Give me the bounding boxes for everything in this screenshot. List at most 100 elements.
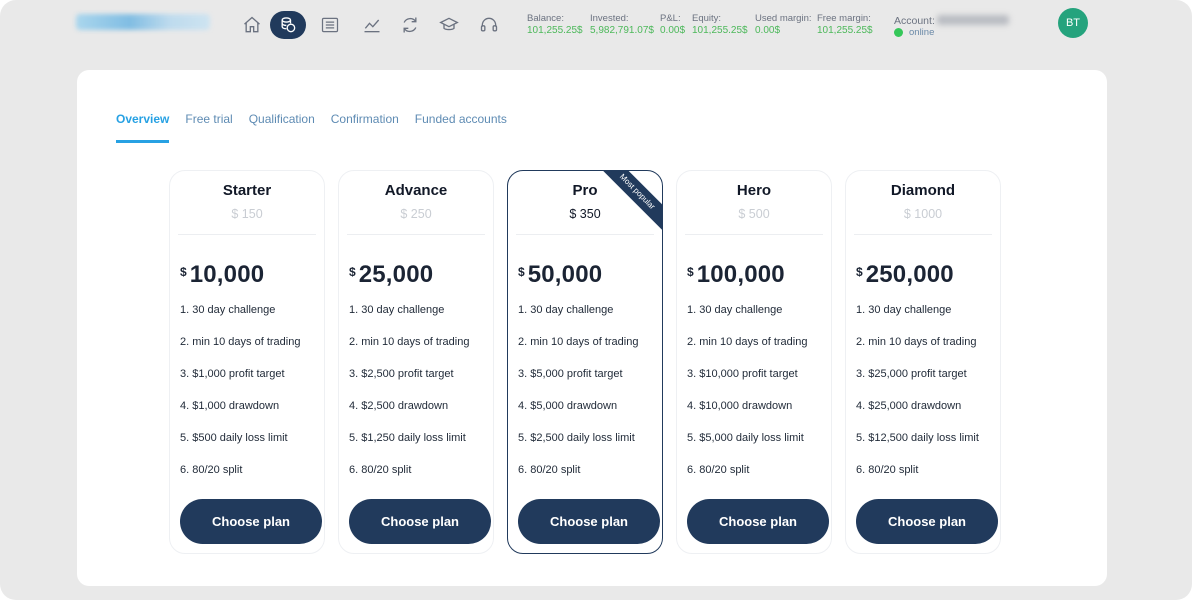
divider bbox=[516, 234, 654, 235]
feature-item: 3. $25,000 profit target bbox=[856, 368, 967, 380]
plan-fee: $ 350 bbox=[569, 207, 601, 221]
feature-item: 4. $25,000 drawdown bbox=[856, 400, 962, 412]
amount-value: 250,000 bbox=[865, 261, 954, 288]
plan-card-diamond: Diamond $ 1000 $ 250,000 1. 30 day chall… bbox=[845, 170, 1001, 554]
plan-name: Pro bbox=[572, 182, 598, 199]
divider bbox=[854, 234, 992, 235]
balance-label: Balance: bbox=[527, 13, 564, 24]
currency-symbol: $ bbox=[687, 265, 694, 279]
amount-value: 100,000 bbox=[696, 261, 785, 288]
plan-card-hero: Hero $ 500 $ 100,000 1. 30 day challenge… bbox=[676, 170, 832, 554]
feature-item: 1. 30 day challenge bbox=[687, 304, 783, 316]
plan-card-advance: Advance $ 250 $ 25,000 1. 30 day challen… bbox=[338, 170, 494, 554]
equity-label: Equity: bbox=[692, 13, 722, 24]
currency-symbol: $ bbox=[180, 265, 187, 279]
feature-item: 4. $2,500 drawdown bbox=[349, 400, 449, 412]
avatar[interactable]: BT bbox=[1058, 8, 1088, 38]
feature-item: 3. $1,000 profit target bbox=[180, 368, 285, 380]
tab-funded-accounts[interactable]: Funded accounts bbox=[414, 112, 507, 126]
plan-card-starter: Starter $ 150 $ 10,000 1. 30 day challen… bbox=[169, 170, 325, 554]
graduation-cap-icon[interactable] bbox=[435, 12, 463, 38]
account-id-redacted bbox=[936, 14, 1009, 25]
plan-amount: $ 10,000 bbox=[180, 261, 324, 289]
account-label: Account: bbox=[894, 15, 935, 27]
top-bar: Balance: 101,255.25$ Invested: 5,982,791… bbox=[0, 0, 1192, 60]
feature-list: 1. 30 day challenge 2. min 10 days of tr… bbox=[856, 303, 1000, 495]
balance-stat: Balance: 101,255.25$ bbox=[527, 13, 583, 37]
headset-icon[interactable] bbox=[475, 12, 503, 38]
choose-plan-button[interactable]: Choose plan bbox=[856, 499, 998, 544]
amount-value: 50,000 bbox=[527, 261, 603, 288]
list-icon[interactable] bbox=[316, 12, 344, 38]
feature-list: 1. 30 day challenge 2. min 10 days of tr… bbox=[349, 303, 493, 495]
feature-item: 4. $1,000 drawdown bbox=[180, 400, 280, 412]
feature-item: 3. $10,000 profit target bbox=[687, 368, 798, 380]
choose-plan-button[interactable]: Choose plan bbox=[518, 499, 660, 544]
plan-fee: $ 1000 bbox=[903, 207, 943, 221]
feature-item: 5. $2,500 daily loss limit bbox=[518, 432, 635, 444]
plan-name: Starter bbox=[222, 182, 272, 199]
brand-logo[interactable] bbox=[76, 14, 210, 30]
divider bbox=[347, 234, 485, 235]
currency-symbol: $ bbox=[856, 265, 863, 279]
free-margin-value: 101,255.25$ bbox=[817, 25, 873, 36]
free-margin-label: Free margin: bbox=[817, 13, 871, 24]
feature-item: 1. 30 day challenge bbox=[856, 304, 952, 316]
choose-plan-button[interactable]: Choose plan bbox=[687, 499, 829, 544]
tab-confirmation[interactable]: Confirmation bbox=[330, 112, 399, 126]
feature-item: 3. $5,000 profit target bbox=[518, 368, 623, 380]
plan-fee: $ 150 bbox=[231, 207, 263, 221]
account-info: Account: bbox=[894, 11, 1009, 29]
equity-stat: Equity: 101,255.25$ bbox=[692, 13, 748, 37]
invested-stat: Invested: 5,982,791.07$ bbox=[590, 13, 654, 37]
feature-item: 6. 80/20 split bbox=[518, 464, 581, 476]
invested-label: Invested: bbox=[590, 13, 629, 24]
connection-status: online bbox=[894, 27, 934, 38]
invested-value: 5,982,791.07$ bbox=[590, 25, 654, 36]
amount-value: 10,000 bbox=[189, 261, 265, 288]
tab-bar: Overview Free trial Qualification Confir… bbox=[116, 112, 523, 143]
feature-item: 2. min 10 days of trading bbox=[856, 336, 977, 348]
chart-icon[interactable] bbox=[358, 12, 386, 38]
pnl-stat: P&L: 0.00$ bbox=[660, 13, 685, 37]
feature-item: 2. min 10 days of trading bbox=[518, 336, 639, 348]
free-margin-stat: Free margin: 101,255.25$ bbox=[817, 13, 873, 37]
divider bbox=[178, 234, 316, 235]
online-dot-icon bbox=[894, 28, 903, 37]
choose-plan-button[interactable]: Choose plan bbox=[180, 499, 322, 544]
plan-name: Diamond bbox=[890, 182, 956, 199]
feature-item: 1. 30 day challenge bbox=[180, 304, 276, 316]
plan-amount: $ 250,000 bbox=[856, 261, 1000, 289]
feature-item: 6. 80/20 split bbox=[349, 464, 412, 476]
tab-qualification[interactable]: Qualification bbox=[248, 112, 315, 126]
choose-plan-button[interactable]: Choose plan bbox=[349, 499, 491, 544]
feature-item: 1. 30 day challenge bbox=[518, 304, 614, 316]
feature-item: 3. $2,500 profit target bbox=[349, 368, 454, 380]
plan-fee: $ 250 bbox=[400, 207, 432, 221]
most-popular-ribbon: Most popular bbox=[591, 171, 662, 238]
plan-fee: $ 500 bbox=[738, 207, 770, 221]
plan-cards: Starter $ 150 $ 10,000 1. 30 day challen… bbox=[169, 170, 1001, 554]
feature-item: 4. $5,000 drawdown bbox=[518, 400, 618, 412]
plan-card-pro: Most popular Pro $ 350 $ 50,000 1. 30 da… bbox=[507, 170, 663, 554]
currency-symbol: $ bbox=[349, 265, 356, 279]
coins-icon[interactable] bbox=[270, 11, 306, 39]
plan-name: Hero bbox=[736, 182, 772, 199]
status-text: online bbox=[909, 27, 935, 38]
feature-item: 2. min 10 days of trading bbox=[687, 336, 808, 348]
plan-amount: $ 25,000 bbox=[349, 261, 493, 289]
plans-panel: Overview Free trial Qualification Confir… bbox=[77, 70, 1107, 586]
feature-item: 6. 80/20 split bbox=[180, 464, 243, 476]
feature-item: 1. 30 day challenge bbox=[349, 304, 445, 316]
tab-free-trial[interactable]: Free trial bbox=[185, 112, 233, 126]
home-icon[interactable] bbox=[238, 12, 266, 38]
tab-overview[interactable]: Overview bbox=[116, 112, 170, 143]
feature-list: 1. 30 day challenge 2. min 10 days of tr… bbox=[687, 303, 831, 495]
pnl-value: 0.00$ bbox=[660, 25, 686, 36]
currency-symbol: $ bbox=[518, 265, 525, 279]
feature-item: 6. 80/20 split bbox=[856, 464, 919, 476]
feature-item: 4. $10,000 drawdown bbox=[687, 400, 793, 412]
plan-amount: $ 100,000 bbox=[687, 261, 831, 289]
refresh-icon[interactable] bbox=[396, 12, 424, 38]
